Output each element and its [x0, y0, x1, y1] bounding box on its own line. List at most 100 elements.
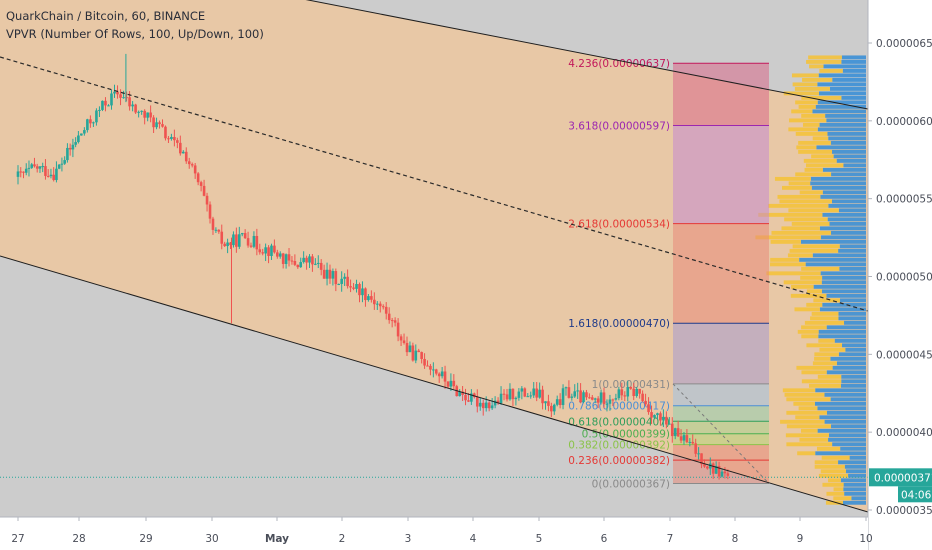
candle-body	[426, 365, 429, 367]
candle-body	[659, 413, 662, 421]
candle-body	[523, 388, 527, 397]
vp-up-bar	[844, 491, 866, 496]
candle-body	[199, 182, 203, 186]
candle-body	[570, 396, 574, 398]
time-axis-background[interactable]	[0, 517, 868, 550]
vp-up-bar	[842, 343, 866, 348]
fib-level-label: 0.618(0.00000407)	[568, 416, 670, 428]
candle-body	[340, 278, 343, 284]
vp-up-bar	[826, 118, 866, 123]
fib-level-label: 0.5(0.00000399)	[582, 429, 670, 441]
candle-body	[229, 242, 232, 246]
candle-body	[414, 350, 418, 361]
candle-body	[290, 260, 294, 262]
candle-body	[511, 388, 515, 400]
candle-body	[417, 350, 421, 353]
candle-body	[116, 91, 119, 95]
vp-up-bar	[827, 217, 866, 222]
vp-up-bar	[849, 455, 866, 460]
candle-body	[30, 164, 34, 168]
fib-trend-line	[672, 383, 770, 484]
candle-body	[420, 352, 423, 359]
candle-body	[131, 104, 134, 107]
fib-level-label: 2.618(0.00000534)	[568, 219, 670, 231]
vp-down-bar	[819, 347, 846, 352]
vp-down-bar	[803, 158, 837, 163]
candle-body	[720, 471, 724, 477]
vp-down-bar	[783, 91, 819, 96]
indicator-title[interactable]: VPVR (Number Of Rows, 100, Up/Down, 100)	[6, 27, 264, 41]
candle-body	[24, 168, 28, 173]
vp-up-bar	[815, 104, 866, 109]
vp-down-bar	[813, 298, 841, 303]
candle-body	[632, 388, 635, 397]
countdown-badge	[898, 486, 932, 503]
vp-down-bar	[770, 262, 806, 267]
vp-down-bar	[804, 320, 845, 325]
vp-up-bar	[841, 374, 866, 379]
vp-down-bar	[786, 397, 831, 402]
vp-up-bar	[816, 145, 866, 150]
vp-down-bar	[797, 329, 819, 334]
candle-body	[552, 404, 556, 412]
candle-body	[393, 320, 397, 323]
vp-up-bar	[817, 100, 866, 105]
candle-body	[193, 165, 197, 174]
candle-body	[278, 253, 282, 257]
candle-body	[86, 119, 89, 131]
vp-up-bar	[842, 500, 866, 505]
vp-down-bar	[798, 149, 833, 154]
candle-body	[52, 174, 55, 181]
channel-midline[interactable]	[0, 56, 869, 312]
vp-down-bar	[801, 370, 827, 375]
candle-body	[337, 283, 341, 285]
vp-up-bar	[805, 262, 866, 267]
candle-body	[596, 398, 600, 403]
candle-body	[95, 110, 98, 123]
time-tick-label: 9	[797, 533, 804, 545]
channel-upper-line[interactable]	[0, 0, 869, 110]
vp-up-bar	[836, 158, 866, 163]
candle-body	[670, 423, 674, 437]
candle-body	[66, 147, 69, 161]
vp-down-bar	[795, 131, 828, 136]
vp-up-bar	[824, 419, 866, 424]
vp-up-bar	[827, 131, 866, 136]
fib-extension[interactable]: 4.236(0.00000637) 3.618(0.00000597) 2.618(…	[568, 58, 769, 491]
candle-body	[526, 396, 530, 398]
candle-body	[602, 392, 606, 405]
candle-body	[57, 164, 61, 169]
candle-body	[202, 185, 206, 196]
candle-body	[475, 397, 479, 407]
vp-up-bar	[824, 392, 866, 397]
candle-body	[217, 229, 221, 232]
vp-down-bar	[828, 478, 841, 483]
symbol-title[interactable]: QuarkChain / Bitcoin, 60, BINANCE	[6, 9, 206, 23]
vp-down-bar	[788, 127, 818, 132]
vp-up-bar	[820, 194, 866, 199]
candle-body	[405, 342, 409, 353]
candle-body	[134, 104, 137, 113]
channel-lower-line[interactable]	[0, 255, 869, 513]
vp-down-bar	[770, 257, 800, 262]
candle-body	[629, 386, 633, 389]
vp-down-bar	[755, 235, 821, 240]
candle-body	[319, 262, 323, 270]
vp-down-bar	[808, 55, 842, 60]
vp-up-bar	[822, 212, 866, 217]
price-axis-background[interactable]	[868, 0, 932, 550]
candle-body	[104, 100, 107, 106]
vp-up-bar	[845, 469, 866, 474]
candle-body	[355, 284, 358, 289]
time-tick-label: 2	[339, 533, 346, 545]
candle-body	[452, 380, 456, 387]
candle-body	[80, 133, 83, 136]
fib-band	[673, 421, 769, 434]
channel-fill	[0, 0, 868, 512]
fib-level-label: 4.236(0.00000637)	[568, 58, 670, 70]
vp-up-bar	[818, 334, 866, 339]
vp-up-bar	[812, 109, 866, 114]
vp-down-bar	[810, 316, 839, 321]
candle-body	[46, 175, 50, 177]
